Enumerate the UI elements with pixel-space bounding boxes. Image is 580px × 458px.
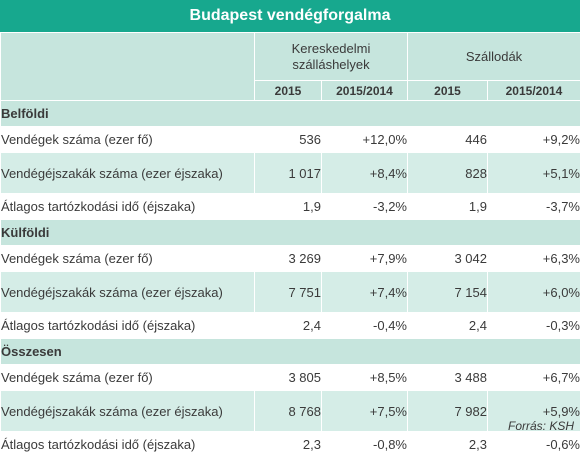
cell-value: 3 488 (408, 365, 488, 391)
table-row: Átlagos tartózkodási idő (éjszaka) 2,4 -… (1, 313, 580, 339)
section-header: Belföldi (1, 101, 580, 127)
cell-value: 7 751 (255, 272, 322, 313)
section-header: Összesen (1, 339, 580, 365)
row-label: Átlagos tartózkodási idő (éjszaka) (1, 432, 255, 458)
cell-value: 1,9 (408, 194, 488, 220)
header-hotels: Szállodák (408, 33, 580, 81)
row-label: Átlagos tartózkodási idő (éjszaka) (1, 194, 255, 220)
cell-value: 3 042 (408, 246, 488, 272)
row-label: Vendégek száma (ezer fő) (1, 246, 255, 272)
cell-change: -0,4% (322, 313, 408, 339)
cell-value: 2,4 (408, 313, 488, 339)
cell-value: 8 768 (255, 391, 322, 432)
cell-change: +7,4% (322, 272, 408, 313)
cell-change: +9,2% (488, 127, 580, 153)
table-row: Vendégéjszakák száma (ezer éjszaka) 8 76… (1, 391, 580, 432)
table-row: Vendégek száma (ezer fő) 3 269 +7,9% 3 0… (1, 246, 580, 272)
cell-change: +8,4% (322, 153, 408, 194)
cell-value: 828 (408, 153, 488, 194)
header-empty-cell (1, 33, 255, 101)
table-row: Átlagos tartózkodási idő (éjszaka) 1,9 -… (1, 194, 580, 220)
cell-change: +6,3% (488, 246, 580, 272)
tourism-table: Kereskedelmi szálláshelyek Szállodák 201… (0, 32, 580, 458)
section-header: Külföldi (1, 220, 580, 246)
cell-change: +7,9% (322, 246, 408, 272)
cell-change: +8,5% (322, 365, 408, 391)
table-row: Vendégéjszakák száma (ezer éjszaka) 7 75… (1, 272, 580, 313)
cell-change: -3,2% (322, 194, 408, 220)
header-year: 2015 (255, 81, 322, 101)
table-row: Vendégek száma (ezer fő) 3 805 +8,5% 3 4… (1, 365, 580, 391)
cell-value: 7 982 (408, 391, 488, 432)
header-change: 2015/2014 (322, 81, 408, 101)
cell-value: 2,3 (408, 432, 488, 458)
cell-value: 3 269 (255, 246, 322, 272)
cell-change: -0,6% (488, 432, 580, 458)
table-title: Budapest vendégforgalma (0, 0, 580, 32)
table-row: Vendégéjszakák száma (ezer éjszaka) 1 01… (1, 153, 580, 194)
cell-change: +5,1% (488, 153, 580, 194)
cell-value: 1 017 (255, 153, 322, 194)
row-label: Vendégéjszakák száma (ezer éjszaka) (1, 272, 255, 313)
row-label: Vendégéjszakák száma (ezer éjszaka) (1, 391, 255, 432)
cell-value: 536 (255, 127, 322, 153)
row-label: Vendégek száma (ezer fő) (1, 365, 255, 391)
table-row: Átlagos tartózkodási idő (éjszaka) 2,3 -… (1, 432, 580, 458)
cell-value: 1,9 (255, 194, 322, 220)
header-year: 2015 (408, 81, 488, 101)
table-row: Vendégek száma (ezer fő) 536 +12,0% 446 … (1, 127, 580, 153)
source-note: Forrás: KSH (508, 419, 574, 433)
cell-change: -3,7% (488, 194, 580, 220)
cell-change: -0,3% (488, 313, 580, 339)
cell-change: +12,0% (322, 127, 408, 153)
cell-change: -0,8% (322, 432, 408, 458)
cell-change: +6,0% (488, 272, 580, 313)
cell-value: 3 805 (255, 365, 322, 391)
row-label: Átlagos tartózkodási idő (éjszaka) (1, 313, 255, 339)
cell-value: 7 154 (408, 272, 488, 313)
row-label: Vendégek száma (ezer fő) (1, 127, 255, 153)
cell-change: +6,7% (488, 365, 580, 391)
cell-value: 2,4 (255, 313, 322, 339)
cell-value: 446 (408, 127, 488, 153)
cell-change: +7,5% (322, 391, 408, 432)
row-label: Vendégéjszakák száma (ezer éjszaka) (1, 153, 255, 194)
header-change: 2015/2014 (488, 81, 580, 101)
header-commercial-accommodation: Kereskedelmi szálláshelyek (255, 33, 408, 81)
cell-value: 2,3 (255, 432, 322, 458)
